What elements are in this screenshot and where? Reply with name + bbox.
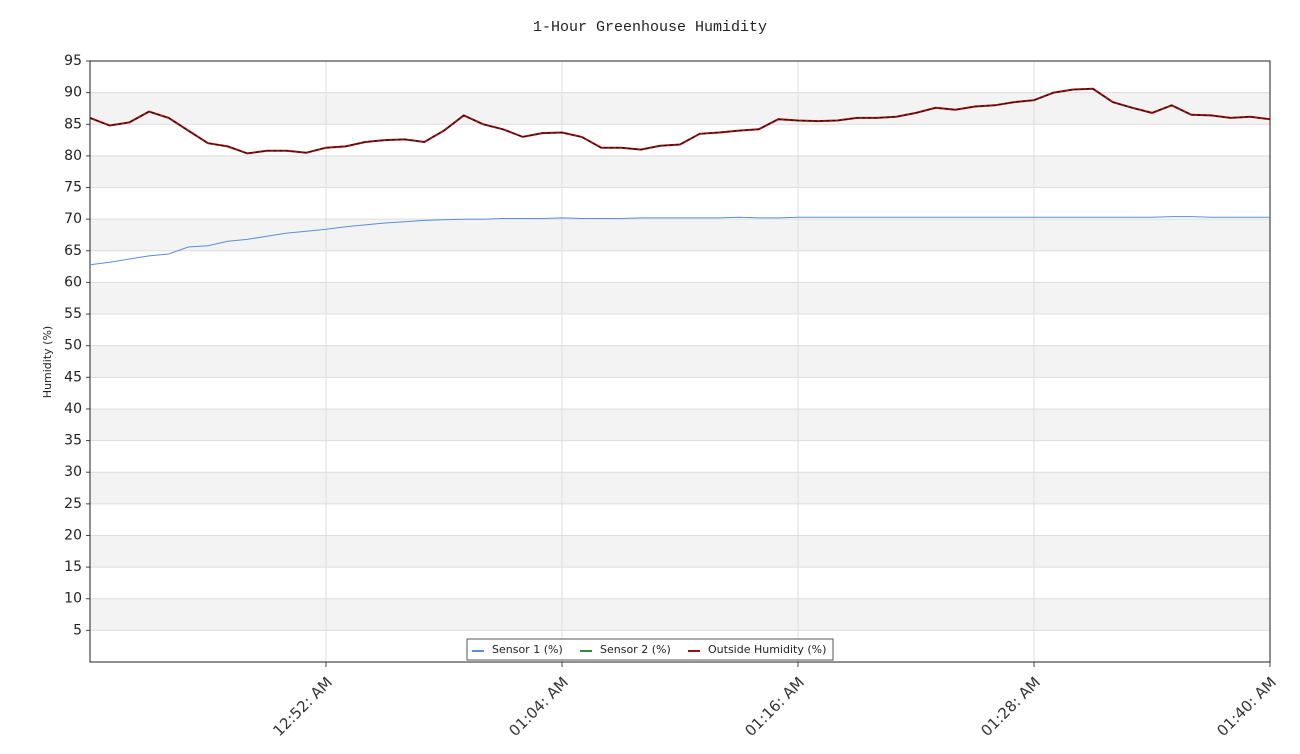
- y-tick-label: 85: [64, 116, 82, 132]
- grid-band: [90, 155, 1270, 188]
- y-tick-label: 35: [64, 433, 82, 449]
- legend-label: Sensor 2 (%): [600, 643, 671, 656]
- grid-band: [90, 345, 1270, 378]
- y-tick-label: 95: [64, 53, 82, 69]
- y-tick-label: 65: [64, 243, 82, 259]
- legend-label: Sensor 1 (%): [492, 643, 563, 656]
- y-tick-label: 90: [64, 85, 82, 101]
- y-tick-label: 75: [64, 180, 82, 196]
- y-tick-label: 40: [64, 401, 82, 417]
- y-axis-label: Humidity (%): [41, 326, 54, 398]
- grid-band: [90, 535, 1270, 568]
- x-tick-label: 01:16: AM: [741, 673, 808, 740]
- y-tick-label: 20: [64, 527, 82, 543]
- x-tick-label: 01:40: AM: [1213, 673, 1280, 740]
- grid-band: [90, 92, 1270, 125]
- y-tick-label: 45: [64, 369, 82, 385]
- x-tick-label: 12:52: AM: [269, 673, 336, 740]
- y-tick-label: 25: [64, 496, 82, 512]
- y-tick-label: 80: [64, 148, 82, 164]
- grid-band: [90, 408, 1270, 441]
- plot-border: [89, 60, 1271, 663]
- legend-box: [466, 638, 834, 661]
- y-tick-label: 15: [64, 559, 82, 575]
- y-tick-label: 10: [64, 591, 82, 607]
- legend-label: Outside Humidity (%): [708, 643, 826, 656]
- x-tick-label: 01:28: AM: [977, 673, 1044, 740]
- y-tick-label: 60: [64, 274, 82, 290]
- grid-band: [90, 219, 1270, 251]
- x-tick-label: 01:04: AM: [505, 673, 572, 740]
- y-tick-label: 70: [64, 211, 82, 227]
- chart-title: 1-Hour Greenhouse Humidity: [533, 19, 767, 36]
- y-tick-label: 55: [64, 306, 82, 322]
- y-tick-label: 50: [64, 338, 82, 354]
- y-tick-label: 30: [64, 464, 82, 480]
- grid-band: [90, 598, 1270, 631]
- legend: Sensor 1 (%) Sensor 2 (%) Outside Humidity…: [466, 638, 834, 661]
- y-tick-label: 5: [73, 622, 82, 638]
- series-line-dash: [89, 88, 1271, 154]
- grid-band: [90, 282, 1270, 315]
- grid-band: [90, 472, 1270, 504]
- series-line: [89, 216, 1270, 266]
